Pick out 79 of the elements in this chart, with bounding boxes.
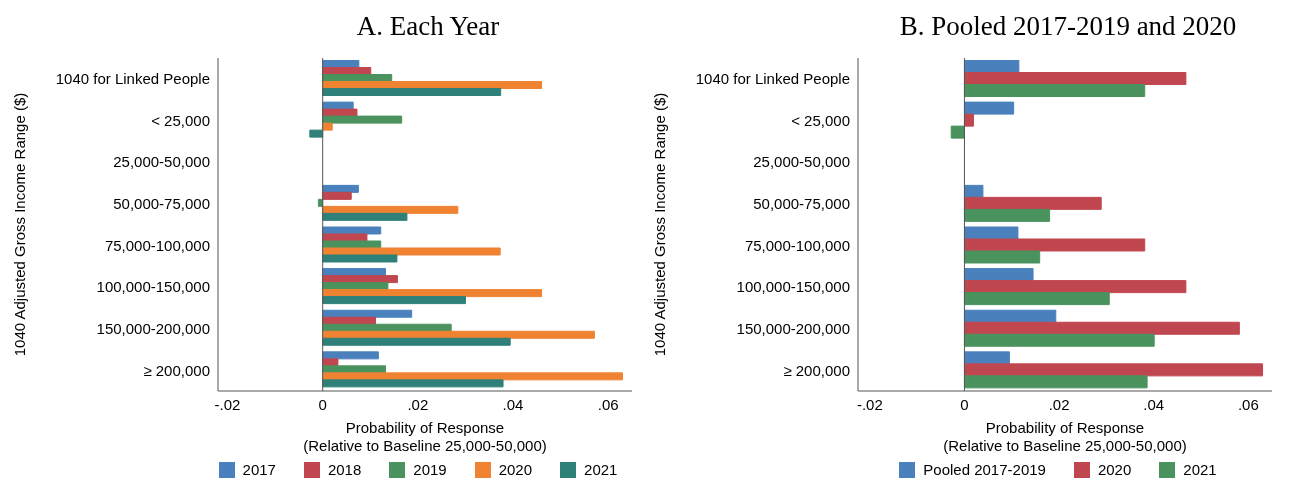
legend-label: 2021: [1182, 461, 1217, 478]
y-axis-title: 1040 Adjusted Gross Income Range ($): [11, 92, 29, 357]
x-tick-label: -.02: [856, 395, 883, 413]
bar: [322, 289, 543, 298]
bar: [322, 191, 352, 200]
bar: [322, 296, 466, 305]
bar: [963, 333, 1155, 347]
bar: [963, 321, 1240, 335]
bar: [322, 351, 379, 360]
bar: [322, 337, 511, 346]
x-tick-label: .06: [597, 395, 619, 413]
y-tick-label: 50,000-75,000: [753, 195, 850, 213]
bar: [963, 60, 1020, 73]
bar: [322, 205, 459, 214]
legend-label: 2017: [241, 461, 276, 478]
x-tick-label: .02: [407, 395, 429, 413]
x-tick-label: .04: [502, 395, 524, 413]
bar: [963, 250, 1041, 264]
bar: [322, 81, 543, 89]
y-tick-label: 100,000-150,000: [96, 278, 210, 296]
bar: [963, 238, 1146, 252]
x-tick-label: .02: [1048, 395, 1070, 413]
bar: [322, 330, 595, 339]
bar: [963, 351, 1010, 365]
bar: [963, 84, 1146, 97]
y-tick-label: 75,000-100,000: [744, 236, 850, 254]
bar: [963, 375, 1148, 389]
x-tick-label: -.02: [214, 395, 241, 413]
y-tick-label: < 25,000: [151, 111, 210, 129]
y-tick-label: 25,000-50,000: [753, 153, 850, 171]
bar: [322, 88, 502, 96]
x-tick-label: .06: [1237, 395, 1259, 413]
legend-label: 2020: [497, 461, 533, 478]
bar: [322, 379, 504, 388]
y-tick-label: ≥ 200,000: [143, 361, 210, 379]
bar: [963, 184, 984, 198]
y-tick-label: 75,000-100,000: [104, 236, 210, 254]
bar: [963, 268, 1034, 282]
bar: [309, 129, 324, 138]
bar: [963, 292, 1110, 306]
y-tick-label: 100,000-150,000: [736, 278, 850, 296]
bar: [322, 212, 408, 221]
bar: [322, 372, 623, 381]
bar: [963, 101, 1015, 115]
y-tick-label: 1040 for Linked People: [55, 70, 210, 88]
y-tick-label: 150,000-200,000: [736, 319, 850, 337]
y-tick-label: 1040 for Linked People: [695, 70, 850, 88]
legend-label: 2020: [1096, 461, 1132, 478]
y-axis-title: 1040 Adjusted Gross Income Range ($): [651, 92, 669, 357]
bar: [322, 254, 398, 263]
bar: [322, 247, 501, 256]
chart-title: A. Each Year: [355, 10, 501, 43]
y-tick-label: 50,000-75,000: [113, 195, 210, 213]
y-tick-label: 150,000-200,000: [96, 319, 210, 337]
bar: [963, 363, 1264, 377]
bar: [963, 208, 1051, 222]
bar: [322, 122, 333, 131]
y-tick-label: 25,000-50,000: [113, 153, 210, 171]
bar: [963, 226, 1019, 240]
x-tick-label: .04: [1143, 395, 1165, 413]
x-axis-title: Probability of Response (Relative to Baseline 25,000-50,000): [943, 419, 1187, 454]
bar: [950, 125, 965, 139]
bar: [322, 309, 413, 318]
legend-label: 2019: [412, 461, 447, 478]
bar: [322, 226, 382, 235]
x-tick-label: 0: [960, 395, 969, 413]
chart-title: B. Pooled 2017-2019 and 2020: [898, 10, 1238, 43]
bar: [963, 196, 1102, 210]
y-tick-label: < 25,000: [791, 111, 850, 129]
bar: [963, 309, 1057, 323]
bar: [322, 115, 403, 124]
x-axis-title: Probability of Response (Relative to Baseline 25,000-50,000): [303, 419, 547, 454]
y-tick-label: ≥ 200,000: [783, 361, 850, 379]
legend-label: 2021: [583, 461, 618, 478]
legend-label: Pooled 2017-2019: [922, 461, 1046, 478]
bar: [963, 72, 1187, 85]
bar: [963, 280, 1187, 294]
x-tick-label: 0: [318, 395, 327, 413]
legend-label: 2018: [326, 461, 362, 478]
